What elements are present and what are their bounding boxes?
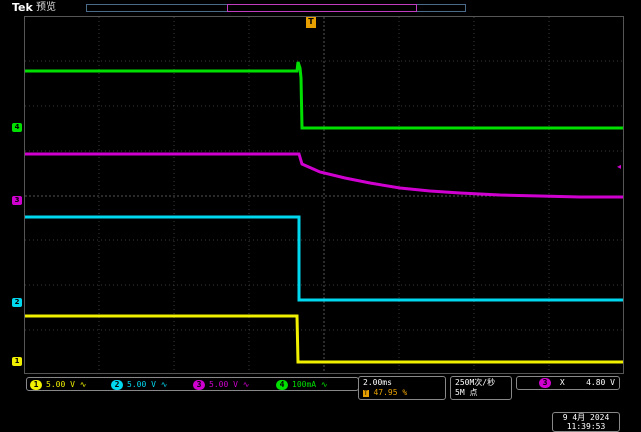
ch1-coupling-icon: ∿ (79, 380, 87, 389)
record-length: 5M 点 (455, 388, 478, 397)
datetime-box: 9 4月 2024 11:39:53 (552, 412, 620, 432)
ch4-waveform (25, 61, 623, 130)
ch2-scale: 5.00 V (127, 380, 156, 389)
time: 11:39:53 (566, 422, 606, 431)
ch3-coupling-icon: ∿ (242, 380, 250, 389)
trigger-position-marker[interactable]: T (306, 16, 316, 28)
timebase-scale: 2.00ms (363, 378, 392, 387)
ch1-info[interactable]: 1 5.00 V ∿ (30, 379, 86, 391)
ch4-scale: 100mA (292, 380, 317, 389)
ch3-waveform (25, 152, 623, 199)
ch4-coupling-icon: ∿ (320, 380, 328, 389)
ch1-waveform (25, 314, 623, 364)
ch3-ground-marker[interactable]: 3 (12, 196, 22, 205)
trigger-level: 4.80 V (586, 378, 615, 387)
bottom-status-bar: 1 5.00 V ∿ 2 5.00 V ∿ 3 5.00 V ∿ 4 100mA ∿ 2… (0, 374, 641, 432)
timebase-box[interactable]: 2.00ms T 47.95 % (358, 376, 446, 400)
ch2-badge: 2 (111, 380, 123, 390)
waveform-display[interactable] (24, 16, 624, 374)
trigger-position-value: 47.95 % (373, 388, 408, 397)
trigger-type-icon: X (559, 378, 565, 387)
trigger-position-icon: T (363, 390, 369, 397)
ch3-scale: 5.00 V (209, 380, 238, 389)
acquisition-box[interactable]: 250M次/秒 5M 点 (450, 376, 512, 400)
trigger-level-arrow[interactable]: ◂ (617, 162, 621, 171)
trigger-position-readout: T 47.95 % (363, 388, 441, 399)
record-length-bar[interactable] (86, 4, 466, 12)
ch1-ground-marker[interactable]: 1 (12, 357, 22, 366)
trigger-source-badge: 3 (539, 378, 551, 388)
record-view-window[interactable] (227, 4, 417, 12)
acquisition-mode-label: 预览 (36, 2, 56, 13)
brand-logo: Tek (12, 1, 33, 14)
ch3-info[interactable]: 3 5.00 V ∿ (193, 379, 249, 391)
ch2-ground-marker[interactable]: 2 (12, 298, 22, 307)
ch1-badge: 1 (30, 380, 42, 390)
ch1-scale: 5.00 V (46, 380, 75, 389)
ch2-waveform (25, 215, 623, 302)
trigger-box[interactable]: 3 X 4.80 V (516, 376, 620, 390)
ch4-info[interactable]: 4 100mA ∿ (276, 379, 328, 391)
date: 9 4月 2024 (562, 413, 610, 422)
ch3-badge: 3 (193, 380, 205, 390)
ch4-badge: 4 (276, 380, 288, 390)
ch4-ground-marker[interactable]: 4 (12, 123, 22, 132)
ch2-info[interactable]: 2 5.00 V ∿ (111, 379, 167, 391)
sample-rate: 250M次/秒 (455, 378, 496, 387)
ch2-coupling-icon: ∿ (160, 380, 168, 389)
top-status-bar: Tek 预览 (0, 0, 641, 16)
